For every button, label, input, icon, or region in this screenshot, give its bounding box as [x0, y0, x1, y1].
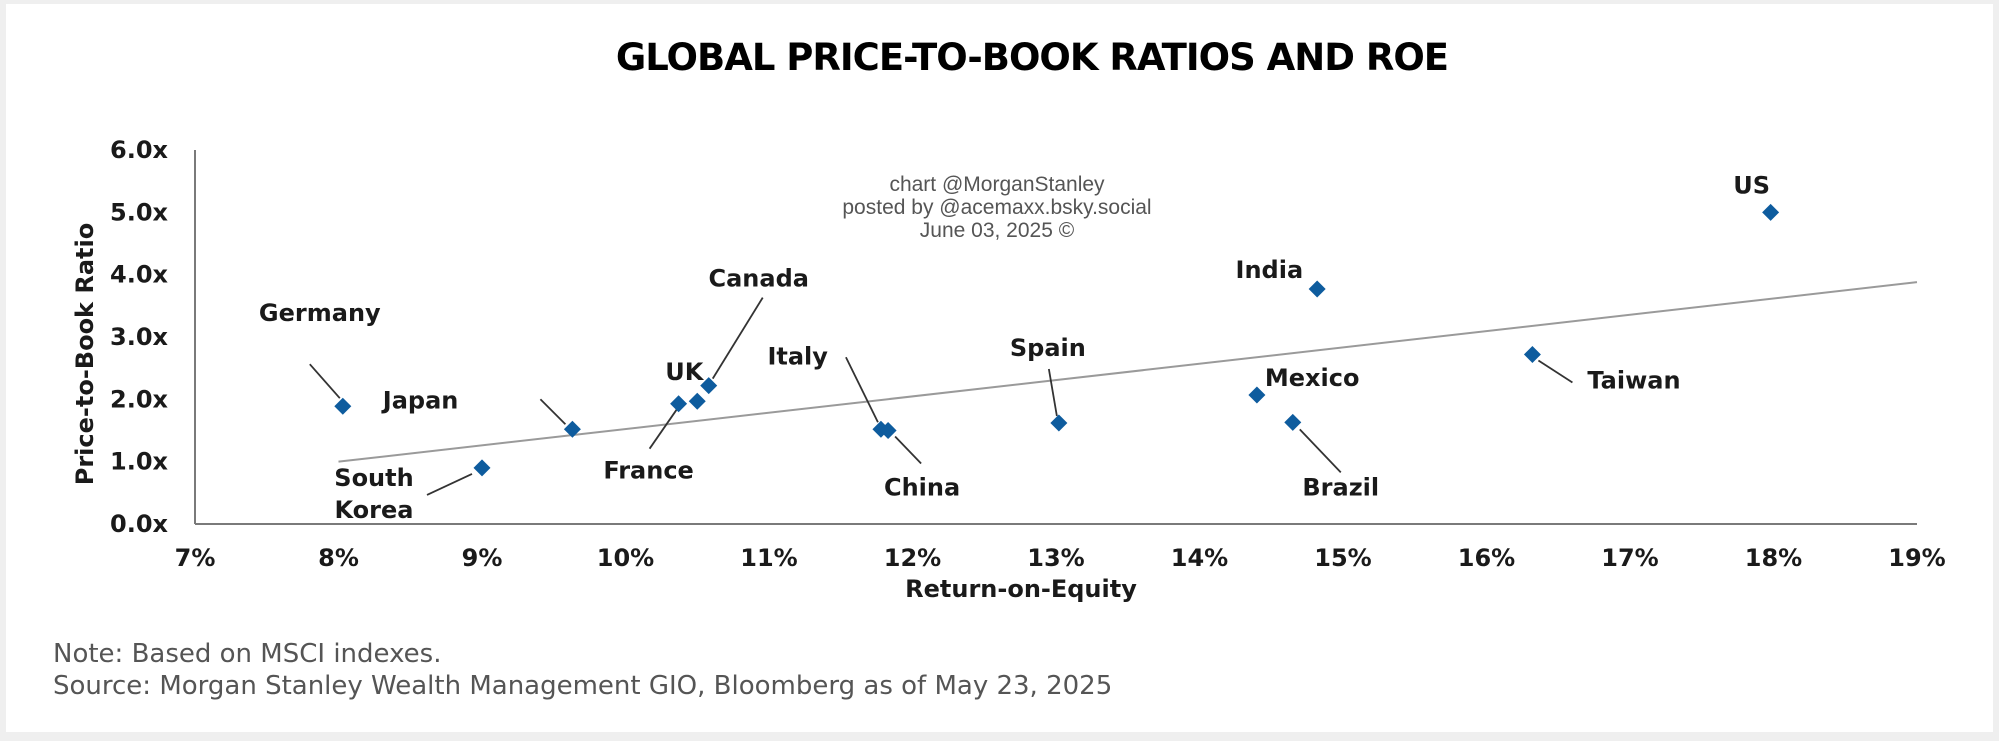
- y-tick-label: 6.0x: [110, 136, 169, 164]
- data-point: [1308, 280, 1326, 298]
- data-point: [1248, 386, 1266, 404]
- point-label: Germany: [259, 299, 381, 327]
- y-tick-label: 0.0x: [110, 510, 169, 538]
- data-point: [1523, 345, 1541, 363]
- leader-lines: [309, 297, 1573, 496]
- leader-line: [1047, 368, 1058, 417]
- data-point: [700, 377, 718, 395]
- x-tick-label: 16%: [1458, 544, 1515, 572]
- leader-line: [894, 435, 922, 465]
- x-tick-label: 17%: [1601, 544, 1658, 572]
- trendline-group: [338, 281, 1918, 463]
- trendline: [338, 281, 1918, 463]
- leader-line: [711, 297, 764, 380]
- chart-title: GLOBAL PRICE-TO-BOOK RATIOS AND ROE: [616, 36, 1448, 79]
- leader-line: [648, 409, 678, 450]
- point-label: China: [884, 474, 960, 502]
- data-points: [334, 203, 1780, 477]
- point-label: UK: [665, 358, 704, 386]
- leader-line: [1537, 359, 1573, 384]
- leader-line: [845, 356, 879, 423]
- point-label: Canada: [708, 265, 808, 293]
- x-tick-label: 13%: [1027, 544, 1084, 572]
- leader-line: [426, 473, 473, 496]
- x-tick-label: 9%: [462, 544, 503, 572]
- data-point: [1284, 413, 1302, 431]
- chart-card: [6, 4, 1993, 732]
- footer-source: Source: Morgan Stanley Wealth Management…: [53, 671, 1112, 701]
- data-point: [473, 459, 491, 477]
- point-label: Korea: [335, 496, 414, 524]
- y-tick-label: 2.0x: [110, 385, 169, 413]
- y-tick-label: 4.0x: [110, 261, 169, 289]
- point-label: US: [1733, 171, 1770, 199]
- data-point: [879, 422, 897, 439]
- watermark: chart @MorganStanley posted by @acemaxx.…: [842, 173, 1151, 242]
- y-axis-label: Price-to-Book Ratio: [71, 223, 99, 486]
- footer-note: Note: Based on MSCI indexes.: [53, 639, 441, 669]
- x-tick-label: 19%: [1888, 544, 1945, 572]
- point-labels: Germany South Korea Japan France UK Canada Ital…: [259, 171, 1770, 524]
- data-point: [688, 392, 706, 410]
- data-point: [334, 397, 352, 415]
- leader-line: [309, 363, 341, 399]
- y-tick-label: 3.0x: [110, 323, 169, 351]
- point-label: Japan: [381, 386, 459, 414]
- watermark-line-2: posted by @acemaxx.bsky.social: [842, 196, 1151, 219]
- x-tick-label: 10%: [597, 544, 654, 572]
- point-label: Mexico: [1265, 364, 1360, 392]
- axes: 7% 8% 9% 10% 11% 12% 13% 14% 15% 16% 17% 18% 19% 0.0x…: [110, 136, 1946, 572]
- point-label: Italy: [767, 342, 828, 370]
- point-label: Taiwan: [1587, 366, 1680, 394]
- x-axis-label: Return-on-Equity: [905, 575, 1137, 603]
- data-point: [563, 420, 581, 438]
- data-point: [670, 395, 688, 413]
- point-label: South: [334, 464, 413, 492]
- watermark-line-1: chart @MorganStanley: [889, 173, 1105, 196]
- x-tick-label: 11%: [740, 544, 797, 572]
- leader-line: [539, 398, 567, 425]
- x-tick-label: 14%: [1171, 544, 1228, 572]
- point-label: India: [1236, 256, 1304, 284]
- x-tick-label: 7%: [175, 544, 216, 572]
- y-tick-label: 5.0x: [110, 198, 169, 226]
- data-point: [1050, 414, 1068, 432]
- y-tick-label: 1.0x: [110, 448, 169, 476]
- x-tick-label: 12%: [884, 544, 941, 572]
- data-point: [1762, 203, 1780, 221]
- point-label: France: [603, 457, 693, 485]
- watermark-line-3: June 03, 2025 ©: [920, 219, 1075, 242]
- x-tick-label: 15%: [1314, 544, 1371, 572]
- leader-line: [1299, 428, 1342, 474]
- x-tick-label: 18%: [1745, 544, 1802, 572]
- x-tick-label: 8%: [318, 544, 359, 572]
- point-label: Spain: [1010, 334, 1086, 362]
- point-label: Brazil: [1302, 473, 1379, 501]
